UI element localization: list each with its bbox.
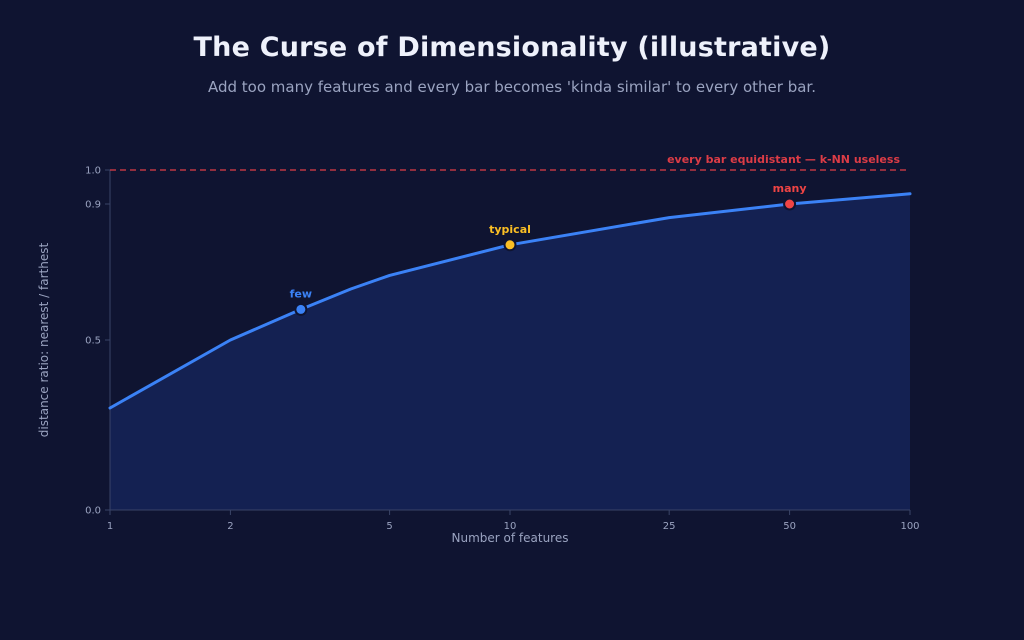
y-tick-label: 0.0	[85, 506, 101, 517]
series-line	[108, 192, 912, 410]
series-area	[110, 193, 910, 511]
y-tick-label: 0.9	[85, 200, 101, 211]
x-tick-label: 10	[504, 521, 517, 532]
highlight-label-typical: typical	[489, 223, 531, 236]
highlight-label-few: few	[290, 287, 312, 300]
x-tick-label: 1	[107, 521, 113, 532]
y-axis-title: distance ratio: nearest / farthest	[37, 243, 51, 438]
highlight-point-many	[783, 197, 797, 211]
highlight-point-few	[294, 302, 308, 316]
x-axis-title: Number of features	[452, 531, 569, 545]
y-tick-label: 1.0	[85, 166, 101, 177]
y-tick-label: 0.5	[85, 336, 101, 347]
x-tick-label: 5	[386, 521, 392, 532]
x-tick-label: 50	[783, 521, 796, 532]
x-tick-label: 25	[663, 521, 676, 532]
chart-title: The Curse of Dimensionality (illustrativ…	[193, 32, 831, 63]
x-tick-label: 2	[227, 521, 233, 532]
highlight-label-many: many	[773, 182, 807, 195]
x-tick-label: 100	[900, 521, 919, 532]
reference-line-label: every bar equidistant — k-NN useless	[667, 153, 900, 166]
chart-subtitle: Add too many features and every bar beco…	[207, 78, 816, 96]
highlight-point-typical	[503, 238, 517, 252]
